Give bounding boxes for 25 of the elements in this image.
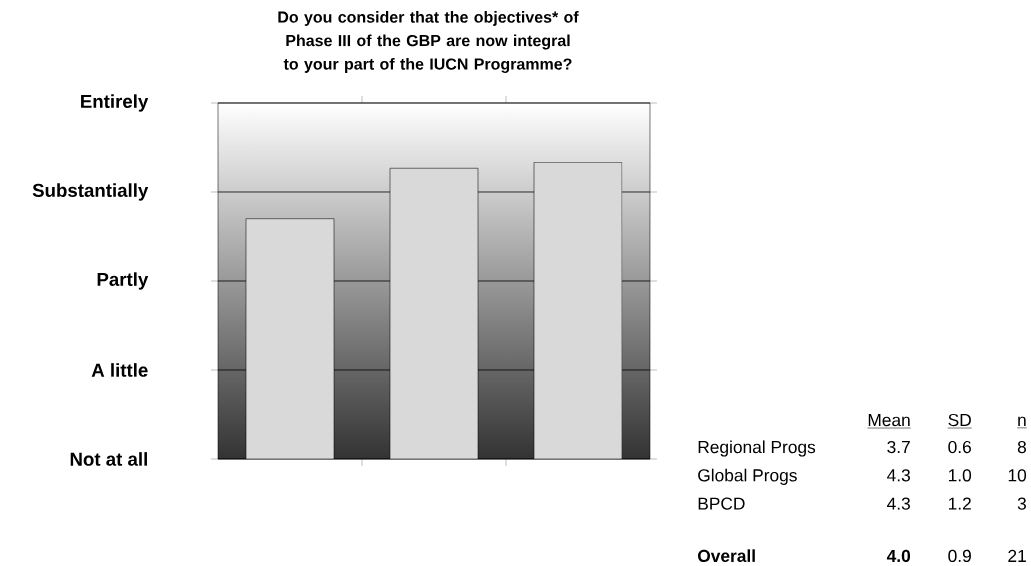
text: 1.2 bbox=[948, 497, 971, 510]
text: Regional Progs bbox=[698, 440, 816, 457]
text: 3 bbox=[1017, 497, 1026, 510]
text: n bbox=[1018, 416, 1026, 426]
text: 4.3 bbox=[887, 469, 910, 482]
text: SD bbox=[948, 413, 971, 427]
text: Overall bbox=[697, 549, 755, 563]
text: 8 bbox=[1017, 440, 1026, 454]
text: 0.9 bbox=[948, 549, 971, 563]
text: Not at all bbox=[70, 452, 147, 466]
text: Partly bbox=[97, 272, 149, 290]
text: 4.3 bbox=[887, 497, 910, 510]
text: Mean bbox=[868, 414, 910, 427]
text: 21 bbox=[1008, 549, 1026, 562]
text: 4.0 bbox=[886, 549, 911, 563]
text: Substantially bbox=[32, 183, 149, 201]
text: 1.0 bbox=[948, 469, 972, 482]
chart-title: Do you consider that the objectives* of Phase III of the GBP are now integral to your part of the IUCN Programme? bbox=[278, 11, 579, 73]
text: Entirely bbox=[81, 94, 149, 112]
text: 3.7 bbox=[887, 440, 910, 454]
text: Global Progs bbox=[698, 468, 797, 485]
text: 0.6 bbox=[948, 440, 971, 454]
text: BPCD bbox=[698, 497, 745, 510]
text: 10 bbox=[1008, 469, 1027, 482]
text: A little bbox=[91, 363, 148, 377]
